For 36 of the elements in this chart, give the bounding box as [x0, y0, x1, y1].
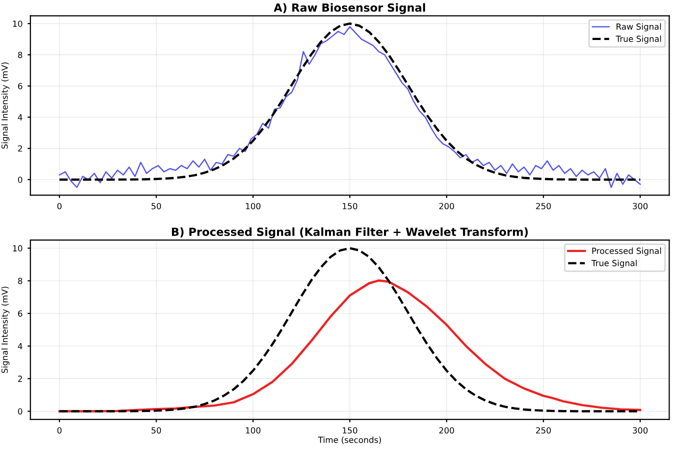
- x-tick-label: 0: [57, 427, 62, 434]
- x-tick-label: 300: [632, 427, 648, 434]
- legend-label: True Signal: [616, 36, 661, 44]
- x-tick-label: 100: [246, 427, 260, 434]
- y-tick-label: 6: [18, 310, 22, 317]
- x-tick-label: 0: [57, 202, 62, 210]
- line-series: [58, 279, 642, 412]
- chart-title: A) Raw Biosensor Signal: [274, 3, 426, 14]
- x-tick-label: 150: [342, 202, 358, 210]
- x-tick-label: 150: [342, 427, 358, 434]
- y-axis-title: Signal Intensity (mV): [1, 62, 10, 149]
- legend-label: Raw Signal: [616, 23, 661, 32]
- y-tick-label: 10: [13, 20, 22, 27]
- x-tick-label: 250: [536, 202, 551, 210]
- y-tick-label: 8: [18, 278, 22, 284]
- y-tick-label: 10: [13, 245, 22, 252]
- y-tick-label: 4: [18, 343, 22, 350]
- legend-label: Processed Signal: [592, 248, 661, 256]
- y-tick-label: 0: [18, 408, 22, 415]
- x-tick-label: 250: [536, 427, 551, 434]
- chart-title: B) Processed Signal (Kalman Filter + Wavelet Transform): [172, 227, 528, 238]
- x-tick-label: 50: [152, 202, 161, 210]
- y-axis-title: Signal Intensity (mV): [1, 286, 10, 373]
- x-tick-label: 50: [152, 427, 161, 434]
- y-tick-label: 2: [18, 145, 22, 152]
- x-tick-label: 200: [439, 427, 454, 434]
- y-tick-label: 8: [18, 52, 22, 58]
- y-tick-label: 4: [18, 114, 22, 120]
- x-axis-title: Time (seconds): [318, 436, 381, 444]
- x-tick-label: 300: [632, 202, 648, 210]
- y-tick-label: 6: [18, 82, 22, 90]
- legend-label: True Signal: [591, 260, 637, 268]
- y-tick-label: 2: [18, 376, 22, 382]
- x-tick-label: 200: [439, 202, 454, 210]
- x-tick-label: 100: [246, 202, 260, 210]
- y-tick-label: 0: [18, 176, 22, 183]
